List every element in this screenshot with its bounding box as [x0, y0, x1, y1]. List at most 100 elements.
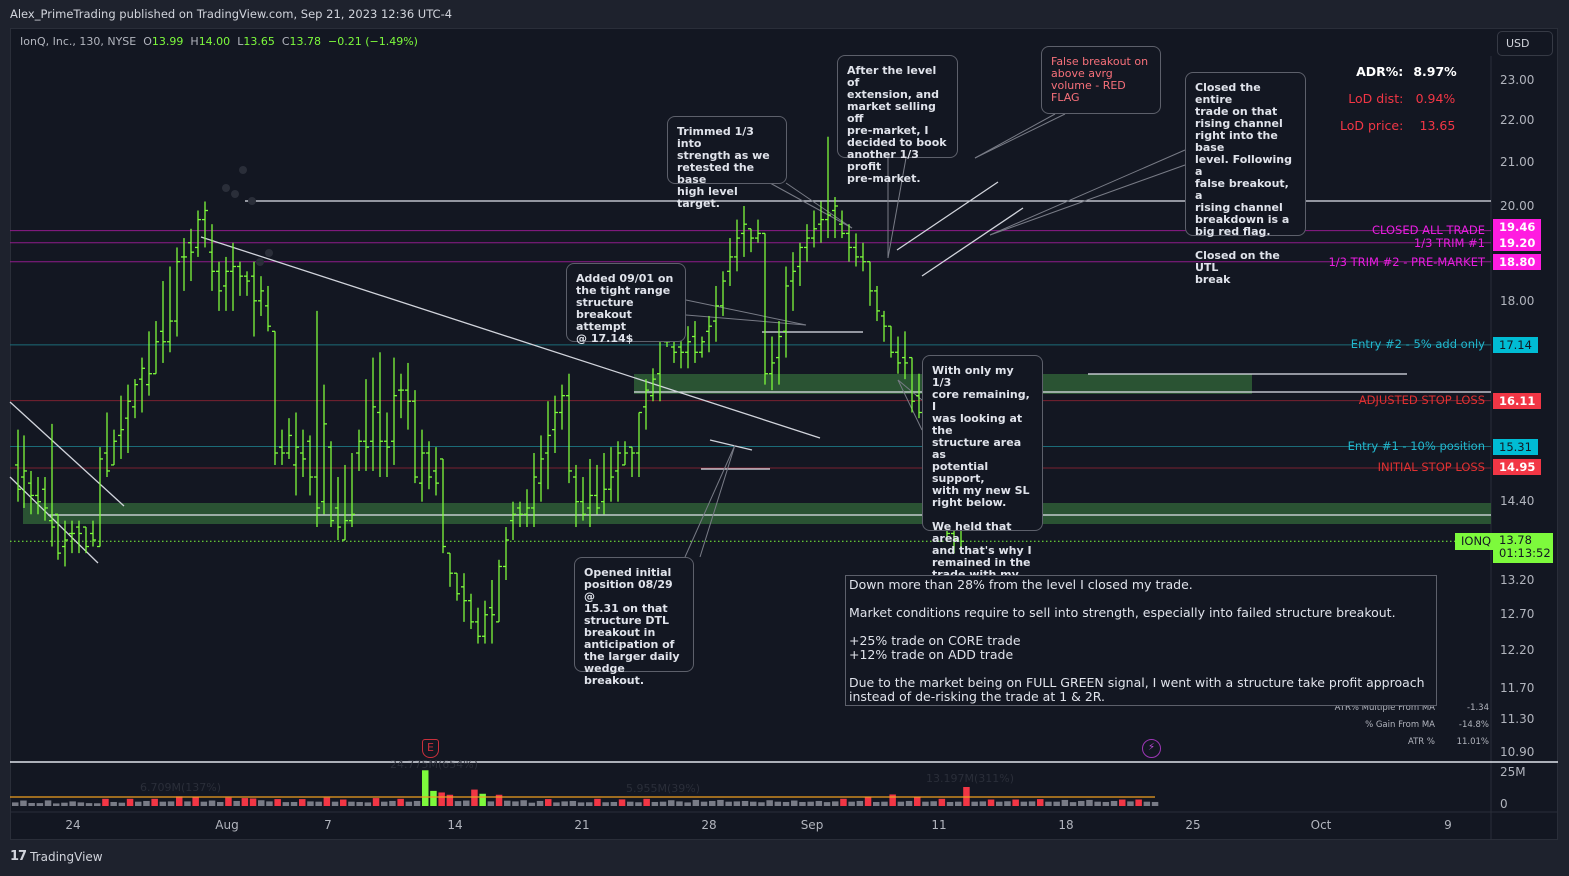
volume-bar [69, 801, 76, 806]
volume-bar [512, 801, 519, 806]
volume-bar [53, 803, 60, 806]
volume-bar [684, 802, 691, 806]
volume-bar [979, 801, 987, 806]
volume-bar [832, 801, 839, 806]
volume-bar [618, 799, 626, 806]
volume-bar [1004, 801, 1011, 806]
volume-bar [356, 801, 363, 806]
volume-bar [725, 801, 732, 806]
callout-pointer [684, 444, 736, 558]
volume-bar [659, 801, 667, 806]
volume-bar [495, 794, 503, 806]
time-tick: Aug [215, 818, 239, 832]
level-label-entry-2: Entry #2 - 5% add only [1350, 337, 1485, 351]
time-tick: Sep [800, 818, 824, 832]
volume-bar [340, 799, 347, 806]
volume-bar [700, 801, 708, 806]
time-tick: 28 [701, 818, 717, 832]
price-tag-closed-all-trade: 19.46 [1493, 219, 1542, 235]
note-closed-entire[interactable]: Closed the entire trade on that rising c… [1185, 72, 1306, 286]
volume-bar [774, 801, 782, 806]
note-trimmed[interactable]: Trimmed 1/3 into strength as we retested… [667, 116, 787, 210]
volume-bar [323, 797, 331, 806]
volume-bar [200, 801, 208, 806]
event-dot [239, 166, 247, 174]
note-opened[interactable]: Opened initial position 08/29 @ 15.31 on… [574, 557, 694, 687]
volume-bar [151, 798, 158, 806]
adr-stats-table: ADR%: 8.97% LoD dist: 0.94% LoD price: 13.6… [1340, 64, 1457, 145]
low-label: L [237, 35, 244, 48]
volume-bar [610, 801, 618, 806]
note-added[interactable]: Added 09/01 on the tight range structure… [566, 263, 686, 345]
note-after-extension[interactable]: After the level of extension, and market… [837, 55, 958, 185]
note-false-breakout[interactable]: False breakout on above avrg volume - RE… [1041, 46, 1161, 114]
currency-button[interactable]: USD [1497, 31, 1553, 56]
volume-bar [430, 790, 437, 806]
volume-bar [143, 800, 150, 806]
volume-bar [864, 796, 872, 806]
callout-pointer [974, 113, 1056, 159]
volume-bar [135, 801, 142, 806]
summary-text-box[interactable]: Down more than 28% from the level I clos… [845, 575, 1437, 706]
flash-event-icon[interactable]: ⚡ [1142, 739, 1161, 758]
volume-annotation: 13.197M(311%) [926, 772, 1015, 785]
volume-bar [627, 801, 634, 806]
lod-dist-label: LoD dist: [1348, 91, 1404, 106]
volume-bar [930, 801, 937, 806]
volume-bar [1094, 801, 1101, 806]
volume-bar [1037, 799, 1044, 806]
volume-bar [479, 793, 486, 806]
price-tick: 23.00 [1500, 73, 1535, 87]
time-tick: 18 [1058, 818, 1074, 832]
price-tick: 11.70 [1500, 681, 1535, 695]
volume-bar [987, 799, 995, 806]
volume-bar [405, 801, 413, 806]
high-value: 14.00 [198, 35, 231, 48]
price-tag-trim-1: 19.20 [1493, 235, 1542, 251]
publish-header: Alex_PrimeTrading published on TradingVi… [0, 0, 1569, 28]
volume-bar [938, 798, 946, 806]
volume-bar [299, 799, 306, 806]
volume-bar [676, 801, 683, 806]
volume-bar [996, 801, 1003, 806]
volume-bar [1020, 801, 1028, 806]
level-label-initial-stop-loss: INITIAL STOP LOSS [1377, 460, 1485, 474]
close-value: 13.78 [289, 35, 322, 48]
price-tag-entry-1: 15.31 [1493, 439, 1538, 455]
volume-bar [102, 798, 109, 806]
volume-bar [1119, 799, 1126, 806]
time-tick: 11 [931, 818, 947, 832]
event-dot [256, 258, 264, 266]
earnings-icon[interactable]: E [422, 739, 439, 758]
volume-bar [290, 801, 298, 806]
price-tick: 20.00 [1500, 199, 1535, 213]
volume-annotation: 24.775M(654%) [390, 758, 479, 771]
volume-bar [848, 801, 855, 806]
callout-pointer [974, 113, 1066, 159]
atr-row-label: ATR % [1407, 737, 1435, 747]
atr-row-label: % Gain From MA [1365, 720, 1435, 730]
volume-bar [971, 801, 978, 806]
volume-bar [282, 802, 290, 806]
callout-pointer [769, 182, 853, 229]
high-label: H [190, 35, 199, 48]
volume-bar [364, 802, 372, 806]
volume-bar [922, 801, 929, 806]
atr-row-label: ATR% Multiple From MA [1334, 703, 1435, 713]
price-tick: 12.70 [1500, 607, 1535, 621]
volume-bar [94, 803, 101, 806]
tradingview-brand: TradingView [30, 849, 103, 864]
time-tick: 7 [324, 818, 332, 832]
volume-bar [463, 800, 470, 806]
symbol-tag: IONQ [1455, 533, 1498, 550]
adr-label: ADR%: [1356, 64, 1404, 79]
note-with-only[interactable]: With only my 1/3 core remaining, I was l… [922, 355, 1043, 605]
volume-bar [1069, 802, 1077, 806]
volume-bar [372, 798, 380, 806]
close-label: C [281, 35, 290, 48]
volume-bar [577, 802, 585, 806]
volume-annotation: 5.955M(39%) [626, 782, 701, 795]
price-tick: 21.00 [1500, 155, 1535, 169]
time-tick: 25 [1185, 818, 1201, 832]
volume-bar [553, 802, 560, 806]
